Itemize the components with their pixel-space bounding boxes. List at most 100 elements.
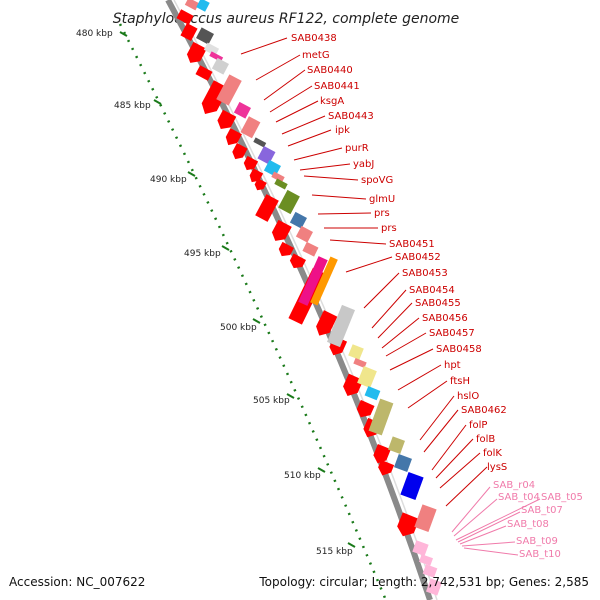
gene-block[interactable] <box>180 23 198 41</box>
gene-label[interactable]: SAB0457 <box>429 328 475 339</box>
gene-block[interactable] <box>295 225 313 243</box>
gene-arrow[interactable] <box>223 128 242 148</box>
gene-arrow[interactable] <box>276 241 294 260</box>
leader-line <box>255 54 301 81</box>
gene-arrow[interactable] <box>253 178 267 192</box>
leader-line <box>453 498 498 537</box>
gene-label[interactable]: hpt <box>444 360 461 371</box>
gene-arrow[interactable] <box>288 253 306 271</box>
gene-label[interactable]: ftsH <box>450 376 470 387</box>
gene-label[interactable]: SAB0440 <box>307 65 353 76</box>
gene-label[interactable]: folK <box>483 448 502 459</box>
gene-arrow[interactable] <box>247 168 264 185</box>
gene-block[interactable] <box>414 504 437 533</box>
gene-block[interactable] <box>357 366 377 388</box>
gene-block[interactable] <box>240 116 261 139</box>
gene-arrow[interactable] <box>241 155 259 173</box>
gene-label[interactable]: hslO <box>457 391 479 402</box>
gene-block[interactable] <box>289 211 307 229</box>
gene-block[interactable] <box>394 454 412 472</box>
gene-arrow[interactable] <box>340 373 364 400</box>
gene-block[interactable] <box>196 0 210 12</box>
gene-label[interactable]: prs <box>381 223 397 234</box>
gene-label[interactable]: SAB0452 <box>395 252 441 263</box>
gene-block[interactable] <box>253 137 267 148</box>
gene-arrow[interactable] <box>354 399 375 421</box>
rna-label[interactable]: SAB_t09 <box>516 536 558 547</box>
rna-label[interactable]: SAB_t08 <box>507 519 549 530</box>
rna-labels: SAB_r04 SAB_t04 SAB_t05 SAB_t07 SAB_t08 … <box>493 480 583 560</box>
gene-label[interactable]: folP <box>469 420 487 431</box>
gene-label[interactable]: SAB0441 <box>314 81 360 92</box>
gene-arrow[interactable] <box>230 143 248 162</box>
gene-label[interactable]: purR <box>345 143 369 154</box>
gene-label[interactable]: SAB0453 <box>402 268 448 279</box>
gene-block[interactable] <box>271 171 285 183</box>
rna-label[interactable]: SAB_t05 <box>541 492 583 503</box>
gene-block[interactable] <box>257 146 276 165</box>
gene-label[interactable]: SAB0458 <box>436 344 482 355</box>
gene-label[interactable]: ksgA <box>320 96 344 107</box>
gene-label[interactable]: SAB0443 <box>328 111 374 122</box>
gene-label[interactable]: ipk <box>335 125 350 136</box>
topology-label: Topology: circular; Length: 2,742,531 bp… <box>258 575 589 589</box>
gene-block[interactable] <box>387 436 405 454</box>
leader-line <box>275 100 319 123</box>
leader-line <box>311 194 367 200</box>
rna-label[interactable]: SAB_t10 <box>519 549 561 560</box>
leader-line <box>263 69 306 101</box>
gene-block[interactable] <box>263 159 281 177</box>
gene-label[interactable]: SAB0438 <box>291 33 337 44</box>
gene-block[interactable] <box>211 57 229 75</box>
gene-label[interactable]: SAB0451 <box>389 239 435 250</box>
gene-block[interactable] <box>302 241 319 257</box>
gene-block[interactable] <box>184 0 200 11</box>
gene-arrow[interactable] <box>184 41 207 67</box>
gene-label[interactable]: yabJ <box>353 159 374 170</box>
gene-block[interactable] <box>348 344 364 360</box>
gene-label[interactable]: glmU <box>369 194 395 205</box>
gene-block[interactable] <box>310 256 338 306</box>
gene-block[interactable] <box>364 386 381 401</box>
gene-block[interactable] <box>298 256 328 306</box>
gene-label[interactable]: folB <box>476 434 495 445</box>
rna-label[interactable]: SAB_t04 <box>498 492 540 503</box>
gene-block[interactable] <box>216 74 242 106</box>
gene-block[interactable] <box>368 398 394 436</box>
tick-mark <box>119 31 128 37</box>
gene-block[interactable] <box>353 357 367 369</box>
rna-label[interactable]: SAB_r04 <box>493 480 535 491</box>
gene-block[interactable] <box>255 194 279 222</box>
rna-block[interactable] <box>418 554 434 566</box>
gene-block[interactable] <box>195 65 213 81</box>
gene-label[interactable]: prs <box>374 208 390 219</box>
gene-arrow[interactable] <box>269 219 292 245</box>
gene-block[interactable] <box>203 42 220 56</box>
leader-line <box>287 129 332 147</box>
gene-label[interactable]: spoVG <box>361 175 393 186</box>
gene-arrow[interactable] <box>371 444 391 466</box>
gene-arrow[interactable] <box>215 109 237 133</box>
gene-arrow[interactable] <box>376 459 395 478</box>
gene-label[interactable]: metG <box>302 50 330 61</box>
gene-label[interactable]: SAB0454 <box>409 285 455 296</box>
gene-label[interactable]: SAB0456 <box>422 313 468 324</box>
gene-block[interactable] <box>274 178 288 190</box>
gene-label[interactable]: lysS <box>487 462 507 473</box>
gene-arrow[interactable] <box>395 512 420 539</box>
gene-block[interactable] <box>400 471 424 501</box>
gene-block[interactable] <box>327 304 355 348</box>
rna-block[interactable] <box>412 540 429 557</box>
rna-block[interactable] <box>422 564 438 578</box>
gene-label[interactable]: SAB0462 <box>461 405 507 416</box>
gene-label[interactable]: SAB0455 <box>415 298 461 309</box>
gene-block[interactable] <box>176 9 194 25</box>
rna-block[interactable] <box>425 578 443 596</box>
gene-arrow[interactable] <box>313 310 338 339</box>
gene-block[interactable] <box>233 101 251 119</box>
rna-label[interactable]: SAB_t07 <box>521 505 563 516</box>
gene-block[interactable] <box>278 189 300 215</box>
tick-mark <box>153 99 162 105</box>
leader-line <box>459 525 507 545</box>
gene-block[interactable] <box>196 27 214 45</box>
